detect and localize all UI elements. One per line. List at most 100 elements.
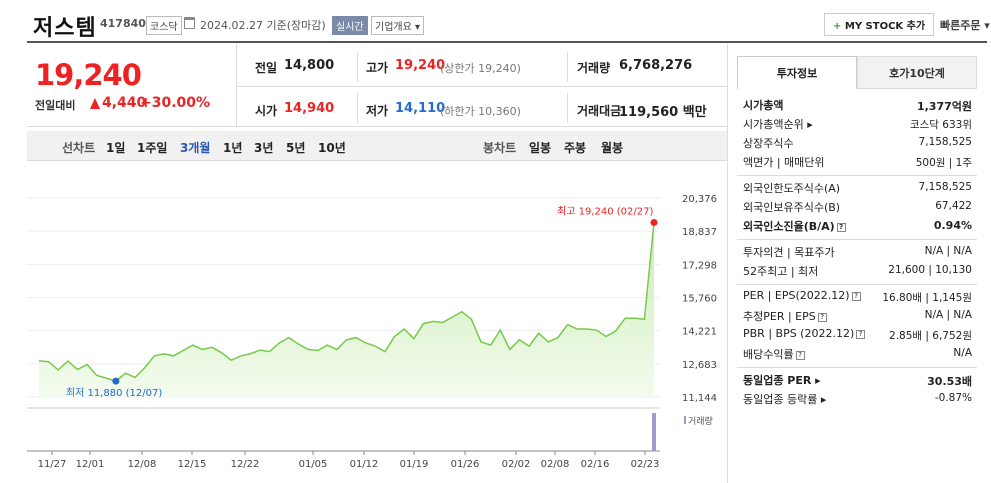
tab-3y[interactable]: 3년 <box>254 141 274 155</box>
info-label: 외국인한도주식수(A) <box>743 180 893 196</box>
info-label: 외국인소진율(B/A)? <box>743 218 893 234</box>
min-label: 최저 11,880 (12/07) <box>66 387 162 399</box>
divider <box>567 93 568 123</box>
help-icon[interactable]: ? <box>851 292 861 301</box>
tab-1y[interactable]: 1년 <box>223 141 243 155</box>
change-value: 4,440 <box>102 95 147 111</box>
corp-info-dropdown[interactable]: 기업개요 ▾ <box>371 16 424 35</box>
info-value: 코스닥 633위 <box>909 119 972 131</box>
candle-chart-label: 봉차트 <box>483 141 517 155</box>
max-label: 최고 19,240 (02/27) <box>557 205 653 217</box>
tab-daily[interactable]: 일봉 <box>529 141 552 155</box>
divider <box>236 43 237 127</box>
y-tick-label: 14,221 <box>682 327 717 338</box>
info-label: PER | EPS(2022.12)? <box>743 289 893 302</box>
info-value: 0.94% <box>933 219 972 232</box>
info-label-text: 52주최고 | 최저 <box>743 265 819 278</box>
info-label: 투자의견 | 목표주가 <box>743 244 893 260</box>
tab-1d[interactable]: 1일 <box>106 141 126 155</box>
tab-monthly[interactable]: 월봉 <box>601 141 624 155</box>
info-value: 500원 | 1주 <box>915 157 972 169</box>
info-value: -0.87% <box>934 392 972 404</box>
info-label: 시가총액순위 ▸ <box>743 116 893 132</box>
prev-value: 14,800 <box>284 58 335 73</box>
volume-bar <box>652 413 656 451</box>
realtime-button[interactable]: 실시간 <box>332 16 368 35</box>
x-tick-label: 01/19 <box>400 459 429 470</box>
x-tick-label: 01/26 <box>451 459 480 470</box>
tab-1w[interactable]: 1주일 <box>137 141 168 155</box>
price-area <box>39 222 654 397</box>
tab-3m[interactable]: 3개월 <box>180 141 211 155</box>
info-label-text: PBR | BPS (2022.12) <box>743 327 855 340</box>
x-tick-label: 01/12 <box>350 459 379 470</box>
info-label-text: 동일업종 PER ▸ <box>743 374 821 387</box>
x-tick-label: 02/02 <box>502 459 531 470</box>
group-divider <box>737 367 977 368</box>
info-value: 67,422 <box>935 200 972 212</box>
chart-period-tabs <box>27 131 727 161</box>
divider <box>357 93 358 123</box>
y-tick-label: 15,760 <box>682 294 717 305</box>
x-tick-label: 11/27 <box>38 459 67 470</box>
base-date: 2024.02.27 기준(장마감) <box>200 19 326 32</box>
tab-5y[interactable]: 5년 <box>286 141 306 155</box>
change-label: 전일대비 <box>35 99 76 112</box>
info-label-text: 투자의견 | 목표주가 <box>743 246 835 259</box>
x-tick-label: 01/05 <box>299 459 328 470</box>
info-label-text: 외국인보유주식수(B) <box>743 201 841 214</box>
price-summary <box>27 43 727 127</box>
change-percent: +30.00% <box>140 95 211 111</box>
tab-10y[interactable]: 10년 <box>318 141 346 155</box>
y-tick-label: 12,683 <box>682 360 717 371</box>
up-arrow-icon <box>90 98 100 109</box>
help-icon[interactable]: ? <box>856 330 866 339</box>
y-tick-label: 20,376 <box>682 194 717 205</box>
info-label: 상장주식수 <box>743 135 893 151</box>
lower-limit: (하한가 10,360) <box>440 105 521 118</box>
info-label-text: 외국인한도주식수(A) <box>743 182 841 195</box>
my-stock-add-button[interactable]: + MY STOCK 추가 <box>824 13 935 36</box>
info-value: 16.80배 | 1,145원 <box>882 292 972 304</box>
line-chart-label: 선차트 <box>62 141 96 155</box>
info-value: N/A | N/A <box>924 245 972 257</box>
volume-legend-mark <box>684 416 686 424</box>
y-tick-label: 17,298 <box>682 260 717 271</box>
volume-value: 6,768,276 <box>619 58 693 73</box>
tab-weekly[interactable]: 주봉 <box>564 141 587 155</box>
amount-label: 거래대금 <box>577 104 622 118</box>
y-tick-label: 11,144 <box>682 393 717 404</box>
info-label: 52주최고 | 최저 <box>743 263 893 279</box>
info-value: 7,158,525 <box>918 181 972 193</box>
x-tick-label: 12/22 <box>231 459 260 470</box>
info-label: 액면가 | 매매단위 <box>743 154 893 170</box>
info-label-text: 외국인소진율(B/A) <box>743 220 835 233</box>
quick-order-button[interactable]: 빠른주문 ▾ <box>940 19 990 32</box>
info-label-text: 동일업종 등락률 ▸ <box>743 393 827 406</box>
info-label: 동일업종 등락률 ▸ <box>743 391 893 407</box>
x-tick-label: 12/08 <box>128 459 157 470</box>
market-badge: 코스닥 <box>146 16 182 35</box>
open-label: 시가 <box>255 104 278 118</box>
info-label: 추정PER | EPS? <box>743 308 893 324</box>
plus-icon: + <box>833 21 845 32</box>
x-tick-label: 12/01 <box>76 459 105 470</box>
high-value: 19,240 <box>395 58 446 73</box>
prev-label: 전일 <box>255 61 278 75</box>
info-label-text: 시가총액 <box>743 99 784 112</box>
help-icon[interactable]: ? <box>795 351 805 360</box>
tab-invest-info[interactable]: 투자정보 <box>737 56 857 89</box>
high-label: 고가 <box>366 61 389 75</box>
low-label: 저가 <box>366 104 389 118</box>
info-label-text: PER | EPS(2022.12) <box>743 289 850 302</box>
info-label: 외국인보유주식수(B) <box>743 199 893 215</box>
info-value: N/A <box>953 347 972 359</box>
tab-orderbook[interactable]: 호가10단계 <box>857 56 977 89</box>
info-label: 동일업종 PER ▸ <box>743 372 893 388</box>
help-icon[interactable]: ? <box>817 313 827 322</box>
info-label: 시가총액 <box>743 97 893 113</box>
group-divider <box>737 239 977 240</box>
info-value: 21,600 | 10,130 <box>888 264 972 276</box>
stock-name: 저스템 <box>33 16 97 41</box>
help-icon[interactable]: ? <box>836 223 846 232</box>
